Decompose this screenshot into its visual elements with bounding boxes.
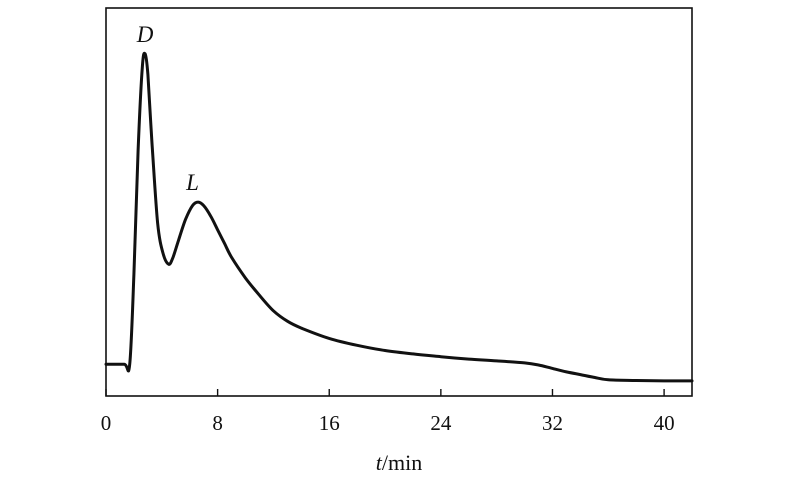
x-axis-ticks [105,389,665,396]
x-tick-label: 16 [319,411,340,435]
plot-frame [105,7,693,397]
peak-label-l: L [185,170,199,195]
chromatogram-line [104,51,694,383]
x-tick-label: 32 [542,411,563,435]
peak-annotations: DL [136,22,199,195]
x-tick-label: 0 [101,411,112,435]
x-axis-variable: t [376,450,383,475]
x-tick-label: 8 [212,411,223,435]
x-tick-label: 24 [430,411,452,435]
x-axis-title: t/min [376,450,422,475]
x-tick-label: 40 [654,411,675,435]
x-axis-tick-labels: 0 8 16 24 32 40 [101,411,675,435]
peak-label-d: D [136,22,154,47]
x-axis-unit: /min [382,450,422,475]
